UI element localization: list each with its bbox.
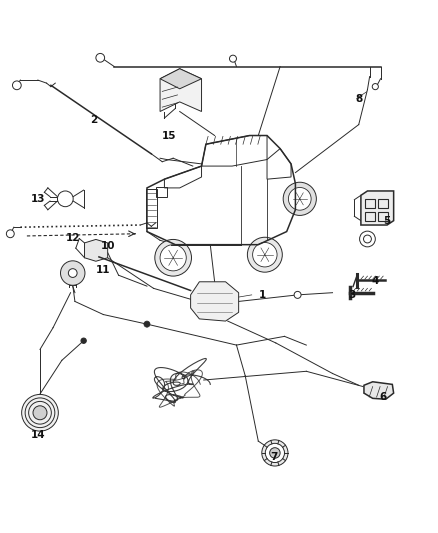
Text: 6: 6: [379, 392, 386, 402]
Circle shape: [247, 237, 283, 272]
Circle shape: [57, 191, 73, 207]
Text: 8: 8: [355, 94, 362, 104]
Bar: [365, 212, 375, 221]
Circle shape: [86, 241, 106, 260]
Circle shape: [60, 261, 85, 285]
Circle shape: [294, 292, 301, 298]
Circle shape: [160, 245, 186, 271]
Circle shape: [230, 55, 237, 62]
Circle shape: [96, 53, 105, 62]
Circle shape: [372, 84, 378, 90]
Circle shape: [288, 188, 311, 210]
Polygon shape: [160, 69, 201, 89]
Text: 12: 12: [66, 233, 80, 243]
Text: 13: 13: [31, 194, 45, 204]
Circle shape: [253, 243, 277, 267]
Bar: [146, 189, 157, 228]
Circle shape: [360, 231, 375, 247]
Text: 7: 7: [270, 453, 277, 462]
Bar: [196, 288, 203, 293]
Text: 15: 15: [162, 131, 176, 141]
Circle shape: [262, 440, 288, 466]
Circle shape: [33, 406, 47, 420]
Polygon shape: [361, 191, 394, 225]
Polygon shape: [191, 282, 239, 321]
Text: 1: 1: [259, 290, 266, 300]
Text: 3: 3: [349, 290, 356, 300]
Circle shape: [144, 321, 150, 327]
Text: 2: 2: [90, 115, 97, 125]
Circle shape: [21, 394, 58, 431]
Bar: [155, 187, 166, 197]
Text: 14: 14: [31, 430, 45, 440]
Polygon shape: [160, 69, 201, 111]
Polygon shape: [85, 239, 108, 261]
Text: 11: 11: [96, 264, 110, 274]
Bar: [378, 199, 388, 207]
Circle shape: [81, 338, 86, 343]
Text: 10: 10: [100, 241, 115, 251]
Circle shape: [265, 443, 285, 463]
Circle shape: [7, 230, 14, 238]
Circle shape: [12, 81, 21, 90]
Polygon shape: [364, 382, 394, 399]
Bar: [378, 212, 388, 221]
Text: 5: 5: [384, 216, 391, 225]
Bar: [365, 199, 375, 207]
Circle shape: [68, 269, 77, 277]
Text: 4: 4: [371, 276, 378, 286]
Circle shape: [364, 235, 371, 243]
Circle shape: [91, 245, 101, 256]
Circle shape: [155, 239, 191, 276]
Circle shape: [283, 182, 316, 215]
Circle shape: [270, 448, 280, 458]
Bar: [226, 289, 233, 294]
